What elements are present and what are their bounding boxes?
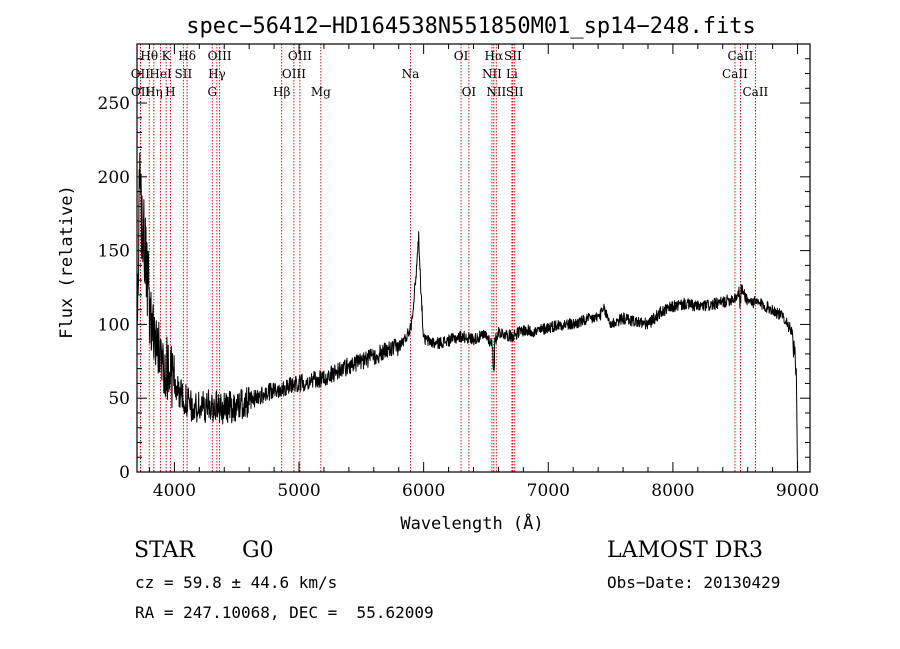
redshift-readout: cz = 59.8 ± 44.6 km/s	[135, 573, 338, 592]
line-marker-label: H	[165, 85, 175, 99]
line-marker-label: Na	[402, 67, 420, 81]
line-marker-label: NII	[486, 85, 506, 99]
line-marker-label: Mg	[311, 85, 331, 99]
line-marker-label: HeI	[149, 67, 172, 81]
y-tick-label: 50	[108, 389, 130, 409]
x-tick-label: 9000	[776, 481, 819, 501]
y-tick-label: 250	[98, 94, 130, 114]
line-marker-label: NII	[482, 67, 502, 81]
object-subclass: G0	[242, 538, 274, 563]
line-marker-label: Hβ	[273, 85, 290, 99]
line-marker-label: OIII	[208, 49, 232, 63]
line-marker-label: OI	[454, 49, 469, 63]
chart-title: spec−56412−HD164538N551850M01_sp14−248.f…	[186, 14, 756, 39]
line-marker-label: Li	[506, 67, 518, 81]
x-axis-label: Wavelength (Å)	[400, 512, 543, 534]
y-tick-label: 200	[98, 168, 130, 188]
line-marker-label: OIII	[288, 49, 312, 63]
x-tick-label: 4000	[153, 481, 196, 501]
y-axis: 0 50 100 150 200 250	[98, 58, 810, 483]
line-marker-label: OIII	[282, 67, 306, 81]
line-marker-label: G	[207, 85, 217, 99]
line-marker-label: Hθ	[140, 49, 158, 63]
line-marker-label: Hα	[485, 49, 504, 63]
line-marker-label: CaII	[728, 49, 754, 63]
y-tick-label: 150	[98, 242, 130, 262]
survey-name: LAMOST DR3	[607, 538, 763, 563]
line-marker-label: K	[162, 49, 172, 63]
line-marker-label: CaII	[742, 85, 768, 99]
y-tick-label: 100	[98, 315, 130, 335]
emission-line-markers: OIIOIIHθHηHeIKHSIIHδGHγOIIIHβOIIIOIIIMgN…	[131, 44, 769, 472]
line-marker-label: Hγ	[208, 67, 226, 81]
x-tick-label: 5000	[277, 481, 320, 501]
line-marker-label: OI	[462, 85, 477, 99]
object-class: STAR	[134, 538, 195, 563]
line-marker-label: OII	[131, 85, 151, 99]
coordinates-readout: RA = 247.10068, DEC = 55.62009	[135, 603, 434, 622]
line-marker-label: SII	[175, 67, 193, 81]
line-marker-label: CaII	[722, 67, 748, 81]
line-marker-label: Hη	[145, 85, 163, 99]
line-marker-label: Hδ	[178, 49, 196, 63]
y-tick-label: 0	[119, 463, 130, 483]
spectrum-series-line	[136, 152, 798, 473]
observation-date: Obs−Date: 20130429	[607, 573, 781, 592]
x-tick-label: 8000	[651, 481, 694, 501]
y-axis-label: Flux (relative)	[57, 185, 77, 339]
x-axis: 4000 5000 6000 7000 8000 9000	[148, 44, 819, 501]
line-marker-label: SII	[506, 85, 524, 99]
x-tick-label: 7000	[527, 481, 570, 501]
x-tick-label: 6000	[402, 481, 445, 501]
line-marker-label: SII	[504, 49, 522, 63]
